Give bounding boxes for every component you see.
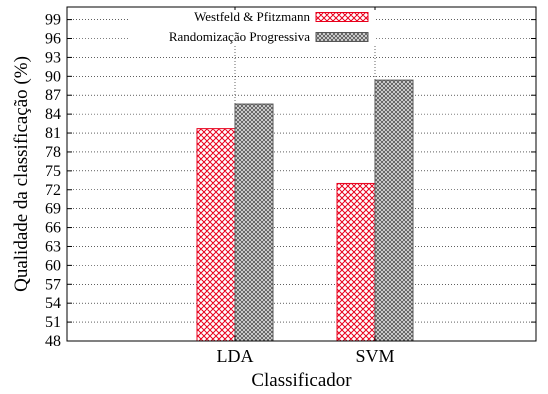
y-tick-label: 87	[45, 87, 61, 104]
x-tick-label-lda: LDA	[217, 346, 254, 366]
legend-label-westfeld: Westfeld & Pfitzmann	[194, 9, 310, 24]
y-tick-label: 69	[45, 201, 61, 218]
plot-frame	[66, 6, 537, 342]
legend-swatch-randomizacao	[315, 32, 369, 42]
y-tick-label: 93	[45, 49, 61, 66]
x-tick-label-svm: SVM	[355, 346, 394, 366]
y-tick-label: 66	[45, 220, 61, 237]
y-axis-title: Qualidade da classificação (%)	[11, 56, 32, 292]
legend-swatch-westfeld	[315, 12, 369, 22]
x-axis-title: Classificador	[251, 370, 352, 391]
x-axis-ticks: LDA SVM	[217, 7, 395, 366]
y-tick-label: 48	[45, 333, 61, 350]
bars	[196, 79, 414, 342]
y-tick-label: 96	[45, 31, 61, 48]
y-tick-label: 75	[45, 163, 61, 180]
grid-lines	[67, 7, 536, 341]
bar-svm-series-1	[336, 182, 376, 342]
legend-label-randomizacao: Randomização Progressiva	[169, 29, 310, 44]
y-tick-label: 51	[45, 314, 61, 331]
y-tick-label: 99	[45, 12, 61, 29]
y-tick-label: 54	[45, 295, 61, 312]
y-tick-label: 72	[45, 182, 61, 199]
bar-lda-series-2	[234, 103, 274, 342]
bar-lda-series-1	[196, 128, 236, 342]
legend: Westfeld & Pfitzmann Randomização Progre…	[128, 9, 376, 46]
y-tick-label: 90	[45, 68, 61, 85]
y-tick-label: 63	[45, 238, 61, 255]
bar-svm-series-2	[374, 79, 414, 342]
y-tick-label: 81	[45, 125, 61, 142]
y-tick-label: 57	[45, 276, 61, 293]
y-tick-label: 84	[45, 106, 61, 123]
y-tick-label: 60	[45, 257, 61, 274]
y-tick-label: 78	[45, 144, 61, 161]
